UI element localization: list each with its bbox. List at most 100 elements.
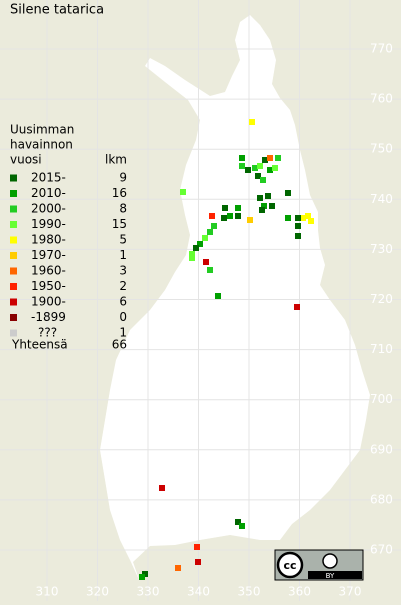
legend-label: 1980- xyxy=(31,233,66,247)
legend-count: 15 xyxy=(112,217,127,231)
license-badge: cc BY xyxy=(274,549,364,581)
badge-strip xyxy=(308,571,362,579)
legend-label: 1900- xyxy=(31,295,66,309)
observation xyxy=(194,544,200,550)
legend-swatch xyxy=(10,190,17,197)
legend-count: 0 xyxy=(119,310,127,324)
y-axis-label: 770 xyxy=(370,42,393,56)
total-label: Yhteensä xyxy=(11,338,68,352)
by-icon xyxy=(322,553,338,569)
observation xyxy=(202,235,208,241)
observation xyxy=(215,293,221,299)
y-axis-label: 760 xyxy=(370,92,393,106)
legend-count: 5 xyxy=(119,233,127,247)
legend-swatch xyxy=(10,236,17,244)
observation xyxy=(207,267,213,273)
legend-label: 2000- xyxy=(31,202,66,216)
observation xyxy=(259,207,265,213)
y-axis-label: 740 xyxy=(370,192,393,206)
cc-text: cc xyxy=(283,559,296,572)
observation xyxy=(139,574,145,580)
x-axis-label: 340 xyxy=(187,585,210,599)
legend-count-heading: lkm xyxy=(105,153,127,167)
legend-swatch xyxy=(10,283,17,290)
legend-count: 9 xyxy=(119,171,127,185)
observation xyxy=(295,223,301,229)
legend-swatch xyxy=(10,252,17,259)
observation xyxy=(189,255,195,261)
x-axis-label: 330 xyxy=(137,585,160,599)
legend-count: 16 xyxy=(112,186,127,200)
y-axis-label: 710 xyxy=(370,342,393,356)
observation xyxy=(203,259,209,265)
legend-heading: havainnon xyxy=(10,138,73,152)
observation xyxy=(227,213,233,219)
observation xyxy=(247,217,253,223)
observation xyxy=(272,165,278,171)
y-axis-label: 680 xyxy=(370,492,393,506)
legend-count: 2 xyxy=(119,279,127,293)
legend-heading: Uusimman xyxy=(10,123,74,137)
x-axis-label: 320 xyxy=(86,585,109,599)
cc-logo xyxy=(276,551,304,579)
legend-count: 1 xyxy=(119,248,127,262)
observation xyxy=(308,218,314,224)
legend-label: 1990- xyxy=(31,217,66,231)
observation xyxy=(222,205,228,211)
observation xyxy=(239,163,245,169)
y-axis-label: 720 xyxy=(370,292,393,306)
observation xyxy=(193,245,199,251)
observation xyxy=(265,193,271,199)
observation xyxy=(252,165,258,171)
x-axis-label: 350 xyxy=(238,585,261,599)
observation xyxy=(260,177,266,183)
legend-swatch xyxy=(10,329,17,337)
observation xyxy=(257,195,263,201)
y-axis-label: 690 xyxy=(370,442,393,456)
observation xyxy=(180,189,186,195)
legend-swatch xyxy=(10,314,17,321)
legend-swatch xyxy=(10,267,17,275)
legend-swatch xyxy=(10,174,17,182)
observation xyxy=(175,565,181,571)
y-axis-label: 670 xyxy=(370,543,393,557)
observation xyxy=(235,213,241,219)
legend-label: ??? xyxy=(38,326,57,340)
observation xyxy=(245,167,251,173)
finland-land xyxy=(100,15,370,582)
observation xyxy=(294,304,300,310)
observation xyxy=(189,251,195,257)
y-axis-label: 730 xyxy=(370,242,393,256)
observation xyxy=(267,167,273,173)
observation xyxy=(267,155,273,161)
x-axis-label: 310 xyxy=(36,585,59,599)
observation xyxy=(207,229,213,235)
observation xyxy=(285,190,291,196)
legend-label: 1950- xyxy=(31,279,66,293)
x-axis-label: 370 xyxy=(339,585,362,599)
legend-heading: vuosi xyxy=(10,153,42,167)
legend-swatch xyxy=(10,205,17,213)
x-axis-label: 360 xyxy=(288,585,311,599)
y-axis-label: 700 xyxy=(370,392,393,406)
legend-swatch xyxy=(10,221,17,228)
observation xyxy=(269,203,275,209)
observation xyxy=(275,155,281,161)
legend-swatch xyxy=(10,298,17,306)
title: Silene tatarica xyxy=(10,3,104,18)
observation xyxy=(285,215,291,221)
observation xyxy=(255,173,261,179)
legend-label: 1960- xyxy=(31,264,66,278)
observation xyxy=(209,213,215,219)
legend-count: 1 xyxy=(119,326,127,340)
observation xyxy=(195,559,201,565)
observation xyxy=(295,215,301,221)
observation xyxy=(221,215,227,221)
legend-label: 1970- xyxy=(31,248,66,262)
observation xyxy=(235,205,241,211)
legend-count: 8 xyxy=(119,202,127,216)
observation xyxy=(235,519,241,525)
